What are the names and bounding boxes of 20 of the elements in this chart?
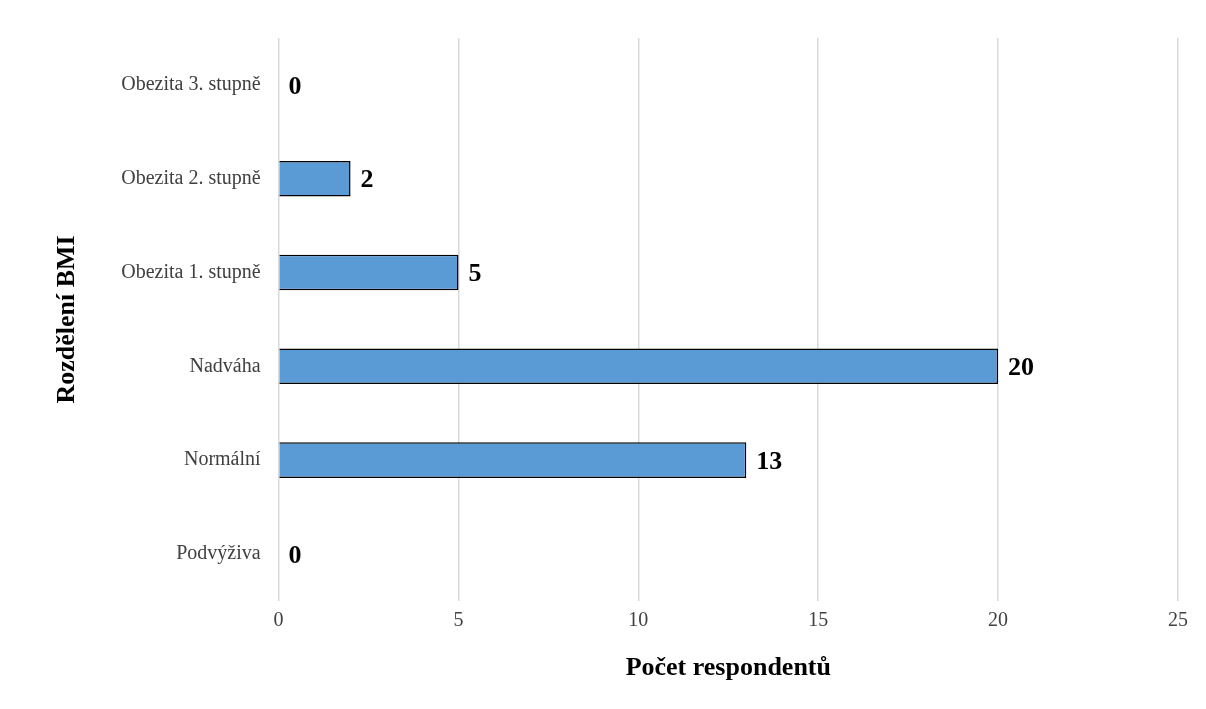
- y-tick-label: Obezita 2. stupně: [121, 165, 261, 189]
- data-label: 0: [288, 539, 302, 569]
- data-label: 13: [756, 445, 783, 475]
- y-tick-label: Obezita 3. stupně: [121, 72, 261, 96]
- x-tick-label: 0: [273, 608, 284, 631]
- y-tick-label: Nadváha: [189, 353, 261, 376]
- x-tick-label: 5: [453, 608, 464, 631]
- data-label: 2: [360, 164, 374, 194]
- x-tick-label: 25: [1168, 608, 1188, 631]
- data-label: 5: [468, 258, 482, 288]
- data-label: 20: [1008, 352, 1035, 382]
- data-label: 0: [288, 70, 302, 100]
- y-tick-label: Obezita 1. stupně: [121, 259, 261, 283]
- x-tick-label: 15: [808, 608, 829, 631]
- x-axis-title: Počet respondentů: [625, 652, 831, 682]
- x-tick-label: 10: [628, 608, 649, 631]
- y-tick-label: Podvýživa: [176, 541, 261, 565]
- y-axis-title: Rozdělení BMI: [51, 235, 81, 404]
- x-tick-label: 20: [988, 608, 1009, 631]
- y-tick-label: Normální: [183, 447, 262, 470]
